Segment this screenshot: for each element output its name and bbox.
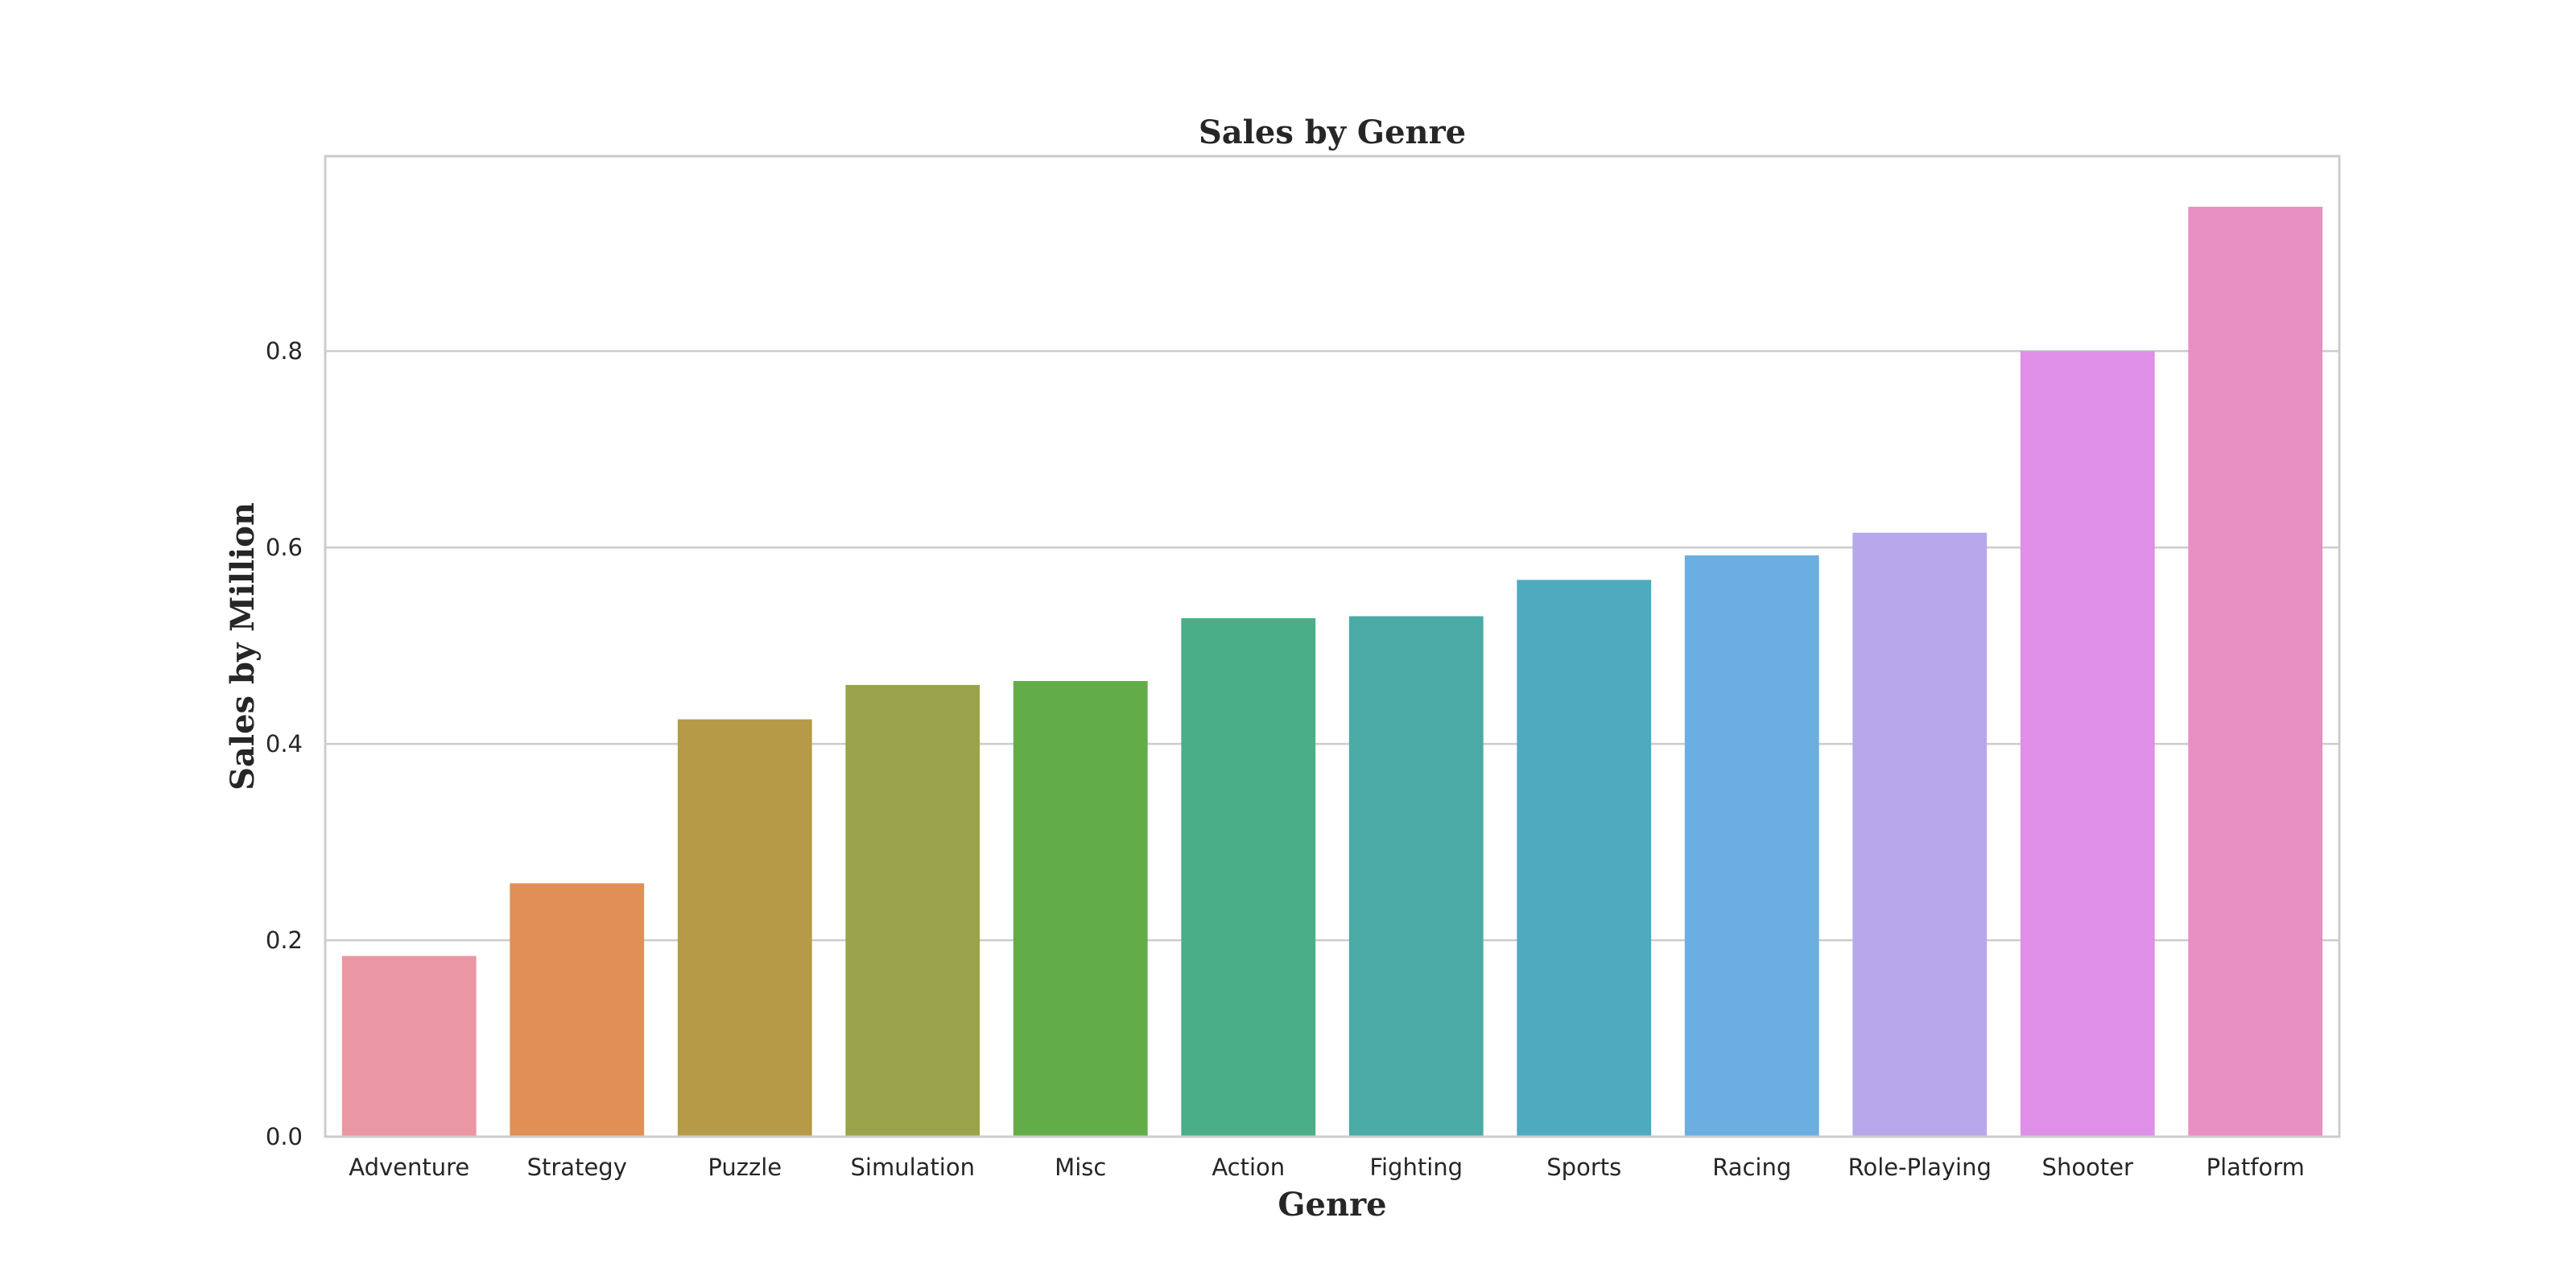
bar-sports — [1517, 580, 1652, 1137]
bar-platform — [2188, 206, 2323, 1137]
bar-role-playing — [1852, 532, 1988, 1137]
x-tick-label: Shooter — [2042, 1154, 2133, 1181]
x-tick-label: Sports — [1546, 1154, 1621, 1181]
y-axis-label: Sales by Million — [224, 502, 262, 791]
bar-simulation — [845, 684, 980, 1137]
bar-adventure — [341, 956, 477, 1137]
bar-strategy — [510, 883, 645, 1137]
x-tick-labels: Adventure Strategy Puzzle Simulation Misc Act… — [349, 1154, 2305, 1181]
x-tick-label: Misc — [1055, 1154, 1106, 1181]
x-axis-label: Genre — [1278, 1186, 1386, 1224]
bar-misc — [1013, 680, 1148, 1137]
plot-frame — [324, 155, 2341, 1138]
bar-puzzle — [677, 719, 812, 1137]
bar-racing — [1684, 555, 1819, 1137]
x-tick-label: Fighting — [1369, 1154, 1463, 1181]
x-tick-label: Role-Playing — [1848, 1154, 1992, 1181]
y-tick-label: 0.2 — [266, 927, 303, 954]
y-tick-label: 0.6 — [266, 534, 303, 561]
x-tick-label: Platform — [2207, 1154, 2305, 1181]
grid-layer — [325, 349, 2339, 942]
y-tick-labels: 0.0 0.2 0.4 0.6 0.8 — [266, 337, 303, 1150]
x-tick-label: Strategy — [527, 1154, 627, 1181]
bar-action — [1181, 617, 1316, 1137]
y-tick-label: 0.8 — [266, 337, 303, 365]
bar-fighting — [1348, 616, 1484, 1137]
bar-shooter — [2020, 351, 2155, 1137]
x-tick-label: Simulation — [851, 1154, 975, 1181]
bar-layer — [341, 206, 2323, 1137]
chart-title: Sales by Genre — [1199, 114, 1466, 151]
x-tick-label: Racing — [1712, 1154, 1791, 1181]
y-tick-label: 0.4 — [266, 730, 303, 758]
x-tick-label: Adventure — [349, 1154, 469, 1181]
x-tick-label: Puzzle — [708, 1154, 782, 1181]
x-tick-label: Action — [1212, 1154, 1285, 1181]
y-tick-label: 0.0 — [266, 1123, 303, 1150]
